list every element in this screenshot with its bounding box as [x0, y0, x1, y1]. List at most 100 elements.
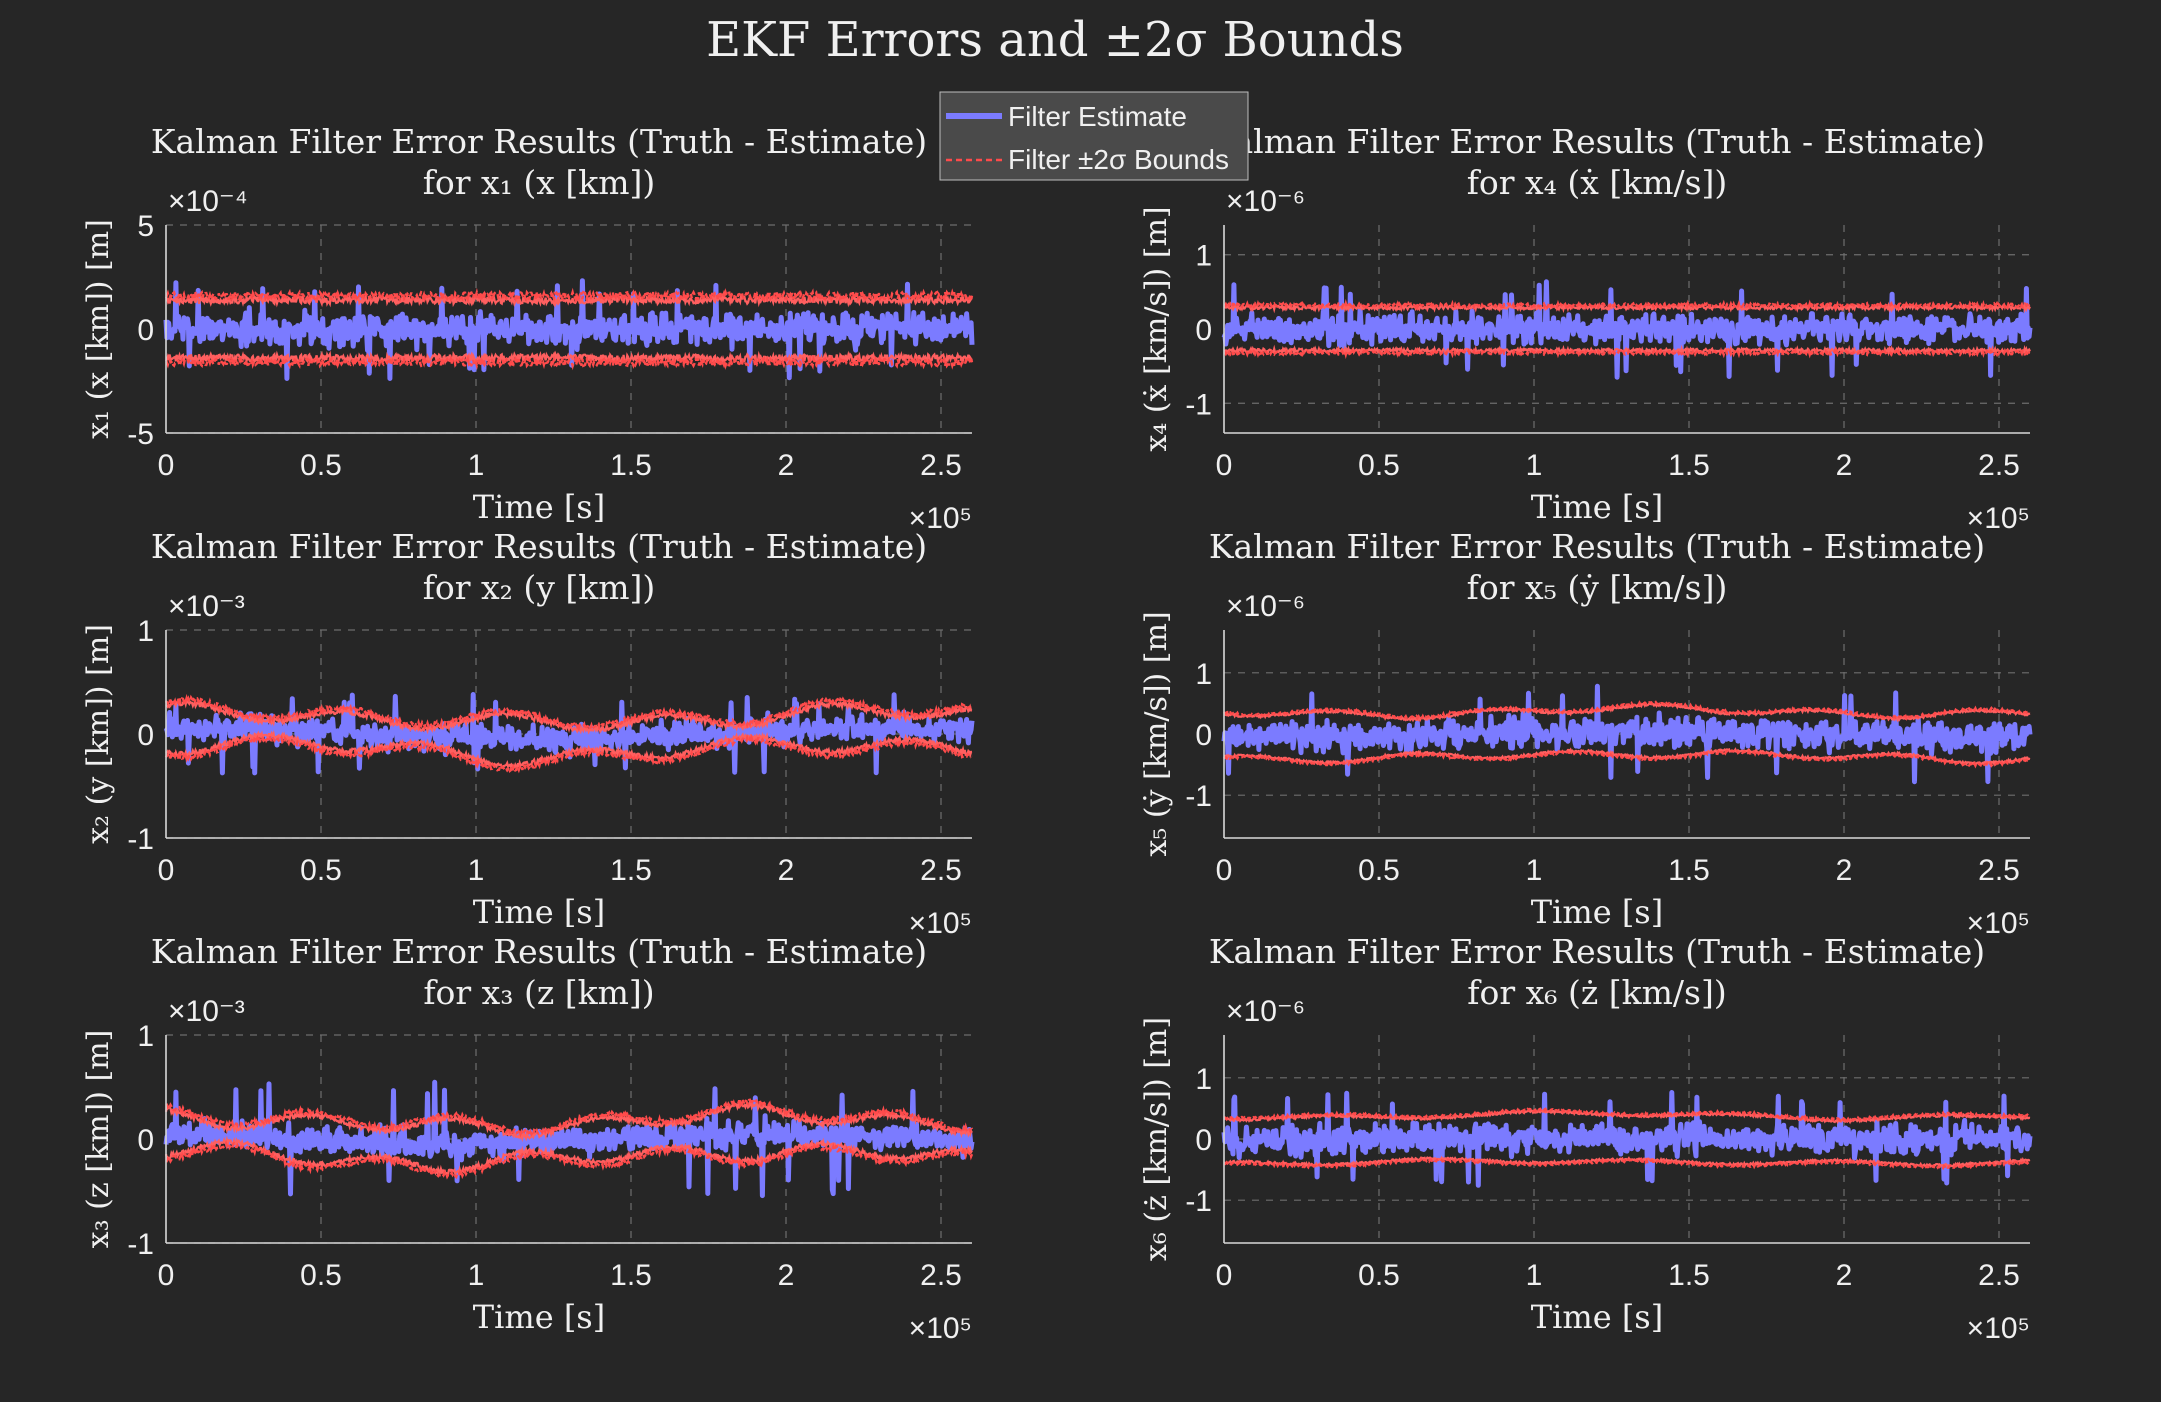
x-tick-label: 2.5: [1978, 1259, 2020, 1292]
x-tick-label: 1.5: [610, 449, 652, 482]
chart-title-line1: Kalman Filter Error Results (Truth - Est…: [151, 932, 927, 971]
y-exponent: ×10⁻⁶: [1226, 185, 1305, 218]
chart-title-line2: for x₂ (y [km]): [423, 568, 656, 607]
y-tick-label: 5: [137, 210, 154, 243]
chart-title-line2: for x₃ (z [km]): [423, 973, 654, 1012]
x-tick-label: 0.5: [1358, 449, 1400, 482]
y-tick-label: 0: [1195, 314, 1212, 347]
series-filter-estimate: [1221, 683, 2033, 785]
x-tick-label: 1.5: [610, 854, 652, 887]
y-tick-label: 0: [137, 719, 154, 752]
series-upper-bound: [165, 1097, 974, 1139]
x-tick-label: 2: [1836, 1259, 1853, 1292]
x-exponent: ×10⁵: [1967, 502, 2030, 535]
x-tick-label: 0: [158, 449, 175, 482]
y-axis-label: x₆ (ż [km/s]) [m]: [1139, 1017, 1174, 1261]
y-exponent: ×10⁻⁶: [1226, 995, 1305, 1028]
series-filter-estimate: [163, 692, 975, 776]
y-tick-label: 1: [1195, 240, 1212, 273]
chart-title-line1: Kalman Filter Error Results (Truth - Est…: [151, 122, 927, 161]
x-axis-label: Time [s]: [473, 488, 605, 526]
y-tick-label: 0: [137, 1124, 154, 1157]
chart-title-line2: for x₅ (ẏ [km/s]): [1467, 568, 1728, 607]
y-axis-label: x₃ (z [km]) [m]: [81, 1030, 116, 1249]
x-tick-label: 0.5: [1358, 854, 1400, 887]
y-tick-label: -1: [1185, 780, 1212, 813]
x-axis-label: Time [s]: [1531, 488, 1663, 526]
x-exponent: ×10⁵: [909, 502, 972, 535]
x-axis-label: Time [s]: [1531, 1298, 1663, 1336]
series-upper-bound: [164, 693, 973, 734]
chart-title-line1: Kalman Filter Error Results (Truth - Est…: [1209, 122, 1985, 161]
y-tick-label: 0: [1195, 719, 1212, 752]
x-axis-label: Time [s]: [1531, 893, 1663, 931]
y-tick-label: 1: [137, 615, 154, 648]
chart-panel-x6: 0 0.5 1 1.5 2 2.5 -1 0 1 ×10⁻⁶ ×10⁵ Time [s] x₆ (ż […: [1139, 932, 2033, 1345]
x-tick-label: 1: [468, 1259, 485, 1292]
x-tick-label: 2.5: [1978, 854, 2020, 887]
y-tick-label: 1: [1195, 658, 1212, 691]
series-filter-estimate: [163, 278, 975, 381]
x-tick-label: 0.5: [1358, 1259, 1400, 1292]
x-tick-label: 2: [1836, 854, 1853, 887]
chart-panel-x5: 0 0.5 1 1.5 2 2.5 -1 0 1 ×10⁻⁶ ×10⁵ Time [s] x₅ (ẏ […: [1139, 527, 2033, 940]
series-upper-bound-secondary: [164, 1100, 973, 1143]
y-tick-label: -1: [1185, 1185, 1212, 1218]
series-lower-bound: [1223, 1156, 2031, 1171]
y-tick-label: -5: [127, 418, 154, 451]
x-tick-label: 0: [1216, 1259, 1233, 1292]
y-tick-label: -1: [1185, 388, 1212, 421]
legend: Filter Estimate Filter ±2σ Bounds: [939, 91, 1249, 181]
y-axis-label: x₅ (ẏ [km/s]) [m]: [1139, 611, 1174, 856]
chart-title-line2: for x₆ (ż [km/s]): [1467, 973, 1726, 1012]
series-filter-estimate: [163, 1079, 975, 1199]
y-tick-label: 1: [1195, 1063, 1212, 1096]
chart-title-line2: for x₄ (ẋ [km/s]): [1467, 163, 1728, 202]
x-exponent: ×10⁵: [909, 907, 972, 940]
y-tick-label: 1: [137, 1020, 154, 1053]
y-tick-label: 0: [137, 314, 154, 347]
x-tick-label: 2.5: [920, 854, 962, 887]
chart-title-line1: Kalman Filter Error Results (Truth - Est…: [1209, 932, 1985, 971]
x-tick-label: 1: [468, 449, 485, 482]
chart-title-line2: for x₁ (x [km]): [423, 163, 656, 202]
x-exponent: ×10⁵: [1967, 1312, 2030, 1345]
y-exponent: ×10⁻³: [168, 995, 245, 1028]
x-tick-label: 1: [1526, 449, 1543, 482]
x-tick-label: 0.5: [300, 449, 342, 482]
x-tick-label: 2.5: [1978, 449, 2020, 482]
series-upper-bound: [165, 287, 974, 304]
series-filter-estimate: [1221, 279, 2033, 380]
x-tick-label: 0.5: [300, 854, 342, 887]
series-filter-estimate: [1221, 1090, 2033, 1188]
x-tick-label: 1.5: [1668, 1259, 1710, 1292]
x-tick-label: 0.5: [300, 1259, 342, 1292]
x-tick-label: 1: [1526, 854, 1543, 887]
y-tick-label: -1: [127, 1228, 154, 1261]
x-tick-label: 2.5: [920, 1259, 962, 1292]
series-lower-bound: [1223, 346, 2031, 360]
y-exponent: ×10⁻⁶: [1226, 590, 1305, 623]
y-tick-label: -1: [127, 823, 154, 856]
x-tick-label: 2: [778, 854, 795, 887]
x-exponent: ×10⁵: [1967, 907, 2030, 940]
series-upper-bound: [1223, 298, 2031, 312]
x-tick-label: 1.5: [1668, 854, 1710, 887]
x-tick-label: 2: [778, 1259, 795, 1292]
x-tick-label: 2: [778, 449, 795, 482]
y-axis-label: x₄ (ẋ [km/s]) [m]: [1139, 206, 1174, 451]
chart-title-line1: Kalman Filter Error Results (Truth - Est…: [151, 527, 927, 566]
y-exponent: ×10⁻³: [168, 590, 245, 623]
legend-box: [939, 91, 1249, 181]
legend-bounds-label: Filter ±2σ Bounds: [1008, 144, 1229, 175]
x-tick-label: 0: [1216, 854, 1233, 887]
y-axis-label: x₁ (x [km]) [m]: [81, 219, 116, 439]
x-axis-label: Time [s]: [473, 1298, 605, 1336]
figure-title: EKF Errors and ±2σ Bounds: [706, 12, 1404, 68]
x-tick-label: 0: [158, 1259, 175, 1292]
y-axis-label: x₂ (y [km]) [m]: [81, 624, 116, 844]
